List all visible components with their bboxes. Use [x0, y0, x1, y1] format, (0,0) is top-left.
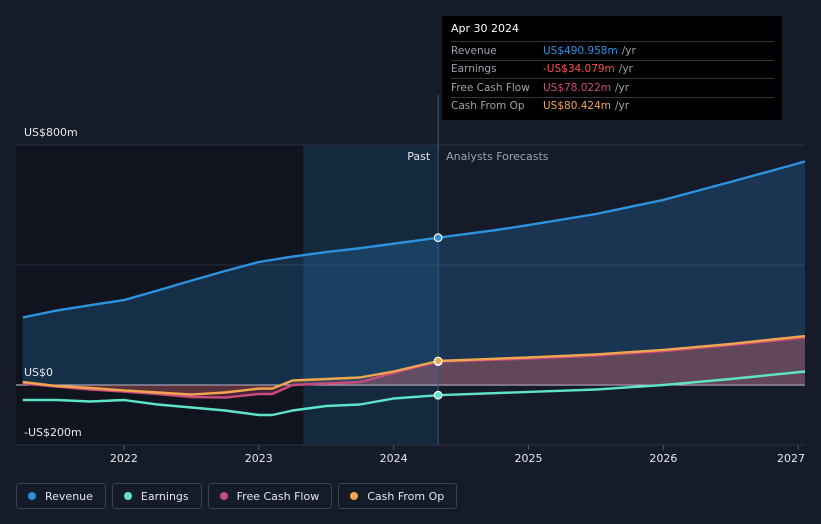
tooltip-unit: /yr — [615, 81, 630, 94]
tooltip-row: Earnings -US$34.079m/yr — [451, 59, 774, 79]
x-tick-label: 2023 — [245, 452, 273, 465]
series-lines — [22, 160, 806, 417]
x-tick-label: 2027 — [777, 452, 805, 465]
tooltip-label: Earnings — [451, 63, 497, 76]
legend-dot-icon — [123, 492, 132, 500]
tooltip-value: US$490.958m — [543, 44, 618, 57]
tooltip-label: Free Cash Flow — [451, 81, 530, 94]
tooltip-label: Cash From Op — [451, 100, 525, 113]
tooltip-label: Revenue — [451, 44, 497, 57]
cfo-marker — [433, 356, 443, 366]
tooltip-value: US$80.424m — [543, 100, 611, 113]
tooltip-row: Cash From Op US$80.424m/yr — [451, 96, 774, 116]
past-label: Past — [407, 150, 431, 163]
x-tick-label: 2022 — [110, 452, 138, 465]
legend-item-revenue[interactable]: Revenue — [16, 483, 106, 509]
legend-dot-icon — [219, 492, 228, 500]
cfo-area — [22, 336, 805, 395]
x-tick-label: 2024 — [380, 452, 408, 465]
y-tick-label: -US$200m — [24, 426, 82, 439]
legend-dot-icon — [28, 492, 36, 500]
legend-label: Cash From Op — [367, 489, 445, 503]
hover-markers — [433, 233, 443, 400]
revenue-line — [22, 160, 806, 319]
x-tick-label: 2026 — [649, 452, 677, 465]
legend-label: Free Cash Flow — [236, 489, 320, 503]
forecast-highlight-band — [303, 145, 439, 445]
earnings-line — [22, 370, 806, 417]
series-areas — [22, 161, 805, 398]
legend-label: Earnings — [140, 489, 189, 503]
tooltip-unit: /yr — [615, 100, 630, 113]
past-region-shade — [16, 145, 439, 445]
legend-label: Revenue — [45, 489, 93, 503]
y-tick-label: US$0 — [24, 366, 53, 379]
forecast-label: Analysts Forecasts — [446, 150, 549, 163]
tooltip-unit: /yr — [618, 63, 633, 76]
x-axis-labels: 2022 2023 2024 2025 2026 2027 — [110, 445, 805, 465]
tooltip-unit: /yr — [621, 44, 636, 57]
revenue-area — [22, 161, 805, 385]
legend-dot-icon — [350, 492, 359, 500]
legend-item-free-cash-flow[interactable]: Free Cash Flow — [207, 483, 333, 509]
y-axis-labels: US$800m US$0 -US$200m — [24, 126, 82, 439]
tooltip-value: US$78.022m — [543, 81, 611, 94]
revenue-marker — [433, 233, 443, 243]
legend-item-cash-from-op[interactable]: Cash From Op — [338, 483, 458, 509]
tooltip-row: Free Cash Flow US$78.022m/yr — [451, 78, 774, 97]
earnings-marker — [433, 390, 443, 400]
cfo-line — [22, 334, 806, 396]
legend-item-earnings[interactable]: Earnings — [111, 483, 202, 509]
fcf-area — [22, 337, 805, 398]
x-tick-label: 2025 — [515, 452, 543, 465]
data-tooltip: Apr 30 2024 Revenue US$490.958m/yr Earning… — [442, 16, 782, 120]
tooltip-value: -US$34.079m — [543, 63, 615, 76]
y-tick-label: US$800m — [24, 126, 78, 139]
tooltip-row: Revenue US$490.958m/yr — [451, 41, 774, 60]
chart-legend: Revenue Earnings Free Cash Flow Cash From O… — [16, 483, 458, 509]
tooltip-date: Apr 30 2024 — [451, 22, 520, 35]
